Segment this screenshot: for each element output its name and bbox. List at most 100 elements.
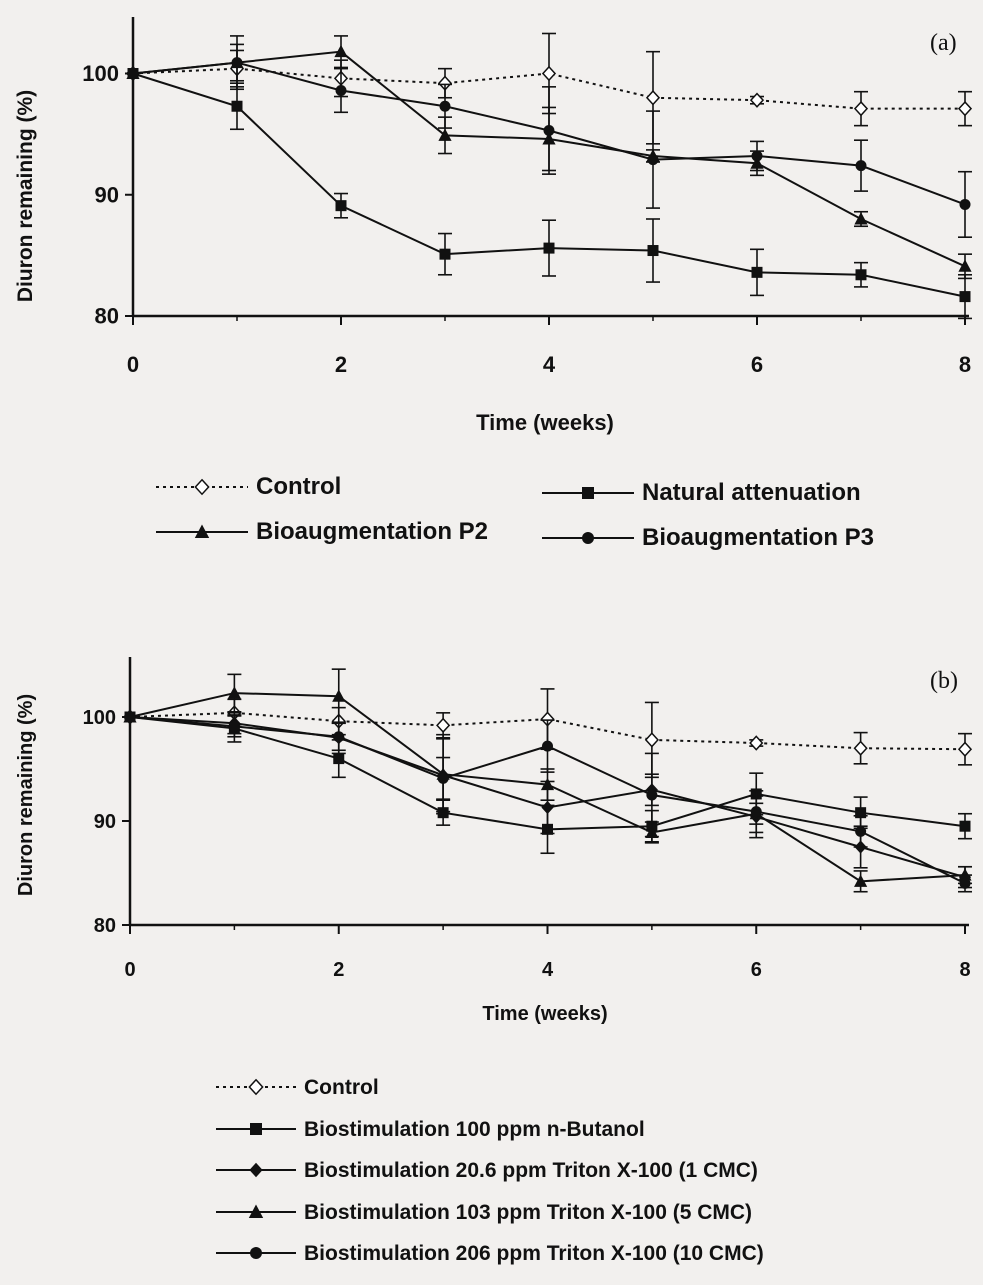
data-point (540, 777, 555, 791)
data-point (231, 57, 243, 69)
series-layer-b (122, 668, 973, 893)
legend-item: Bioaugmentation P2 (156, 518, 488, 545)
series-layer-a (125, 32, 973, 320)
data-point (543, 242, 555, 254)
data-point (644, 732, 659, 748)
legend-marker (248, 1078, 264, 1096)
y-axis-title-a: Diuron remaining (%) (14, 90, 37, 302)
data-point (853, 740, 868, 756)
x-tick-label: 2 (333, 959, 344, 981)
legend-label: Natural attenuation (642, 479, 861, 506)
legend-label: Biostimulation 100 ppm n-Butanol (304, 1118, 645, 1141)
data-point (335, 200, 347, 212)
data-point (647, 154, 659, 166)
data-point (333, 753, 345, 765)
data-point (749, 735, 764, 751)
legend-label: Biostimulation 206 ppm Triton X-100 (10 … (304, 1242, 764, 1265)
data-point (957, 100, 973, 117)
x-tick-label: 2 (335, 352, 347, 377)
chart-panel-b: (b) 80 90 100 0 2 4 6 8 Time (weeks) Diuron rem… (15, 657, 973, 1265)
data-point (854, 874, 868, 887)
legend-label: Bioaugmentation P2 (256, 518, 488, 545)
legend-label: Control (256, 473, 341, 500)
data-point (646, 789, 658, 801)
data-point (332, 689, 346, 702)
data-point (436, 717, 451, 734)
legend-label: Bioaugmentation P3 (642, 524, 874, 551)
legend-a: Control Natural attenuation Bioaugmentatio… (156, 473, 874, 551)
data-point (957, 741, 973, 757)
data-point (959, 198, 971, 210)
legend-marker (249, 1162, 263, 1178)
data-point (751, 150, 763, 162)
legend-label: Biostimulation 20.6 ppm Triton X-100 (1 … (304, 1159, 758, 1182)
data-point (853, 100, 869, 117)
data-point (855, 825, 867, 837)
x-tick-label: 4 (542, 959, 554, 981)
x-tick-label: 8 (959, 352, 971, 377)
y-tick-label: 80 (94, 915, 116, 937)
series-biostimulation-206-ppm-triton-x-100-10-cmc- (124, 711, 972, 893)
x-tick-label: 4 (543, 352, 556, 377)
legend-item: Control (156, 473, 341, 500)
data-point (541, 800, 554, 815)
legend-item: Biostimulation 100 ppm n-Butanol (216, 1118, 645, 1141)
x-axis-title-a: Time (weeks) (476, 410, 614, 435)
data-point (127, 68, 139, 79)
x-tick-label: 0 (124, 959, 135, 981)
y-tick-label: 80 (95, 304, 119, 329)
data-point (543, 124, 555, 136)
y-tick-label: 100 (83, 707, 116, 729)
data-point (439, 100, 451, 112)
legend-b: Control Biostimulation 100 ppm n-Butanol B… (216, 1076, 764, 1265)
x-tick-label: 0 (127, 352, 139, 377)
y-tick-label: 100 (82, 61, 119, 86)
data-point (335, 84, 347, 96)
data-point (541, 65, 557, 82)
legend-item: Biostimulation 103 ppm Triton X-100 (5 C… (216, 1201, 752, 1224)
data-point (542, 740, 553, 752)
y-axis-title-b: Diuron remaining (%) (15, 694, 37, 896)
x-tick-label: 8 (959, 959, 970, 981)
data-point (959, 820, 971, 832)
data-point (855, 160, 867, 172)
legend-item: Control (216, 1076, 379, 1099)
data-point (959, 291, 971, 303)
panel-label-a: (a) (930, 30, 957, 56)
legend-item: Biostimulation 206 ppm Triton X-100 (10 … (216, 1242, 764, 1265)
legend-item: Biostimulation 20.6 ppm Triton X-100 (1 … (216, 1159, 758, 1182)
data-point (227, 686, 241, 699)
legend-marker (194, 524, 210, 538)
legend-marker (194, 478, 210, 496)
chart-panel-a: (a) 80 90 100 0 2 4 6 8 Time (weeks) Diuron rem… (14, 17, 973, 551)
x-tick-label: 6 (751, 959, 762, 981)
y-tick-label: 90 (94, 811, 116, 833)
data-point (647, 245, 659, 257)
data-point (750, 806, 762, 818)
data-point (437, 772, 449, 784)
data-point (959, 877, 971, 889)
data-point (958, 259, 972, 272)
x-tick-label: 6 (751, 352, 763, 377)
data-point (124, 711, 136, 723)
legend-item: Natural attenuation (542, 479, 861, 506)
series-natural-attenuation (127, 68, 972, 320)
legend-label: Control (304, 1076, 379, 1099)
legend-marker (250, 1123, 262, 1135)
data-point (439, 248, 451, 260)
data-point (749, 92, 765, 108)
data-point (333, 731, 345, 743)
legend-marker (582, 532, 594, 544)
y-tick-label: 90 (95, 182, 119, 207)
legend-marker (248, 1204, 264, 1218)
data-point (438, 128, 452, 141)
data-point (855, 269, 867, 281)
axes-b: 80 90 100 0 2 4 6 8 (83, 657, 971, 981)
data-point (751, 266, 763, 278)
data-point (228, 720, 240, 732)
legend-item: Bioaugmentation P3 (542, 524, 874, 551)
data-point (645, 90, 661, 106)
series-bioaugmentation-p3 (127, 43, 972, 238)
x-axis-title-b: Time (weeks) (482, 1003, 607, 1025)
